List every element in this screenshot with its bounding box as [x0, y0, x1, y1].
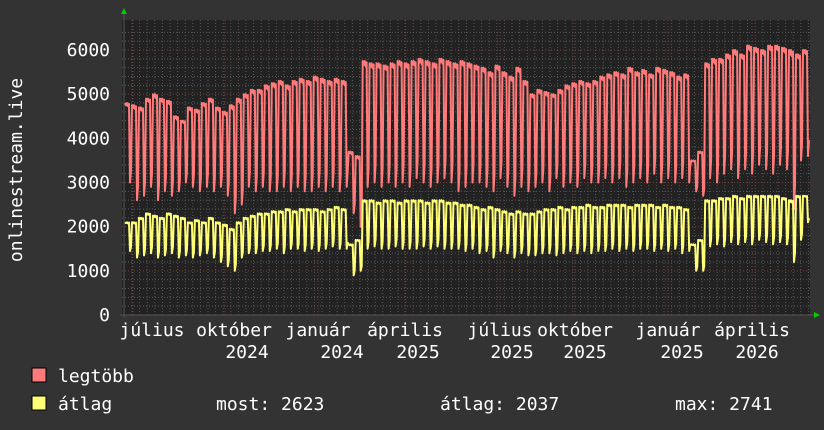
x-tick-label-month: január [285, 320, 350, 341]
series-line-legtobb [124, 44, 810, 228]
x-tick-label-month: április [714, 320, 790, 341]
stat-atlag: átlag: 2037 [440, 394, 559, 415]
x-tick-label-year: 2025 [396, 342, 439, 363]
stat-max: max: 2741 [675, 394, 773, 415]
x-tick-labels: július október január április július október j… [119, 320, 789, 363]
legend-swatch-legtobb [31, 367, 47, 383]
y-tick-label: 5000 [67, 84, 110, 105]
x-tick-label-year: 2025 [490, 342, 533, 363]
x-tick-label-month: április [367, 320, 443, 341]
y-tick-label: 1000 [67, 261, 110, 282]
x-axis-arrow-icon [814, 312, 820, 318]
x-tick-label-year: 2024 [320, 342, 363, 363]
x-tick-label-year: 2024 [225, 342, 268, 363]
series-line-atlag [124, 194, 810, 277]
x-tick-label-month: október [196, 320, 272, 341]
y-tick-labels: 0 1000 2000 3000 4000 5000 6000 [67, 40, 110, 326]
y-tick-label: 3000 [67, 173, 110, 194]
y-tick-label: 6000 [67, 40, 110, 61]
series-group [124, 44, 810, 277]
x-tick-label-year: 2025 [563, 342, 606, 363]
legend-label-atlag: átlag [58, 394, 112, 415]
legend-swatch-atlag [31, 395, 47, 411]
legend-label-legtobb: legtöbb [58, 366, 134, 387]
y-axis-arrow-icon [121, 8, 127, 14]
y-tick-label: 0 [99, 305, 110, 326]
x-tick-label-month: július [467, 320, 532, 341]
x-tick-label-month: október [537, 320, 613, 341]
y-tick-label: 4000 [67, 128, 110, 149]
y-axis-label: onlinestream.live [6, 78, 27, 262]
x-tick-label-month: január [635, 320, 700, 341]
x-tick-label-year: 2026 [735, 342, 778, 363]
x-tick-label-month: július [119, 320, 184, 341]
y-tick-label: 2000 [67, 217, 110, 238]
stat-most: most: 2623 [216, 394, 324, 415]
x-tick-label-year: 2025 [660, 342, 703, 363]
